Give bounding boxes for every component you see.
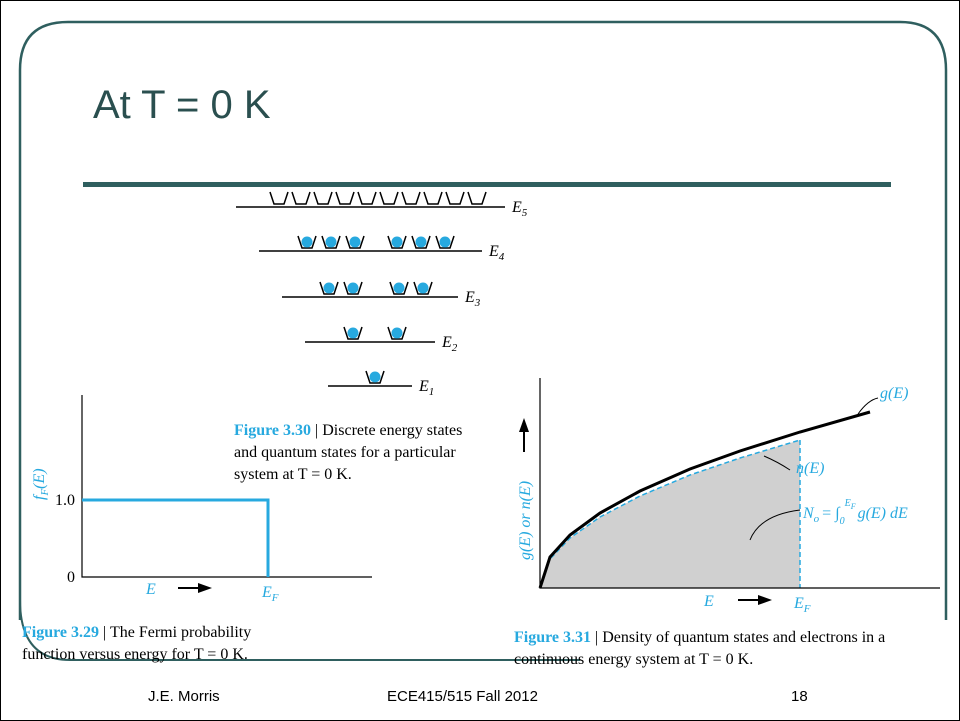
text-part: (E)	[31, 468, 48, 488]
footer-course: ECE415/515 Fall 2012	[387, 688, 538, 705]
text-part: o	[814, 513, 820, 525]
text-part: E	[261, 584, 272, 601]
text-part: g(E) dE	[858, 505, 908, 522]
text-part: Figure 3.29	[22, 624, 99, 641]
footer-page: 18	[791, 688, 808, 705]
text-part: E	[441, 334, 452, 351]
text-part: | Density of quantum states and electron…	[595, 629, 885, 646]
caption: Figure 3.31| Density of quantum states a…	[514, 629, 885, 646]
caption: system at T = 0 K.	[234, 466, 352, 483]
text-part: 3	[474, 297, 481, 309]
text-part: Figure 3.30	[234, 422, 311, 439]
caption: Figure 3.29| The Fermi probability	[22, 624, 251, 641]
caption: function versus energy for T = 0 K.	[22, 646, 248, 663]
text-part: E	[511, 199, 522, 216]
curve-label: g(E)	[880, 385, 908, 402]
text-part: E	[793, 595, 804, 612]
text-part: E	[464, 289, 475, 306]
text-part: F	[271, 592, 279, 604]
title-rule	[83, 182, 891, 187]
area-label: n(E)	[796, 460, 824, 477]
text-part: = ∫	[822, 505, 841, 523]
text-part: E	[418, 378, 429, 395]
slide: At T = 0 K E5 E4 E3 E2 E1 Figure 3.30| D…	[0, 0, 960, 721]
x-label: E	[145, 581, 156, 598]
text-part: | Discrete energy states	[315, 422, 462, 439]
text-part: | The Fermi probability	[103, 624, 251, 641]
text-part: Figure 3.31	[514, 629, 591, 646]
text-part: 5	[522, 207, 528, 219]
caption: continuous energy system at T = 0 K.	[514, 651, 753, 668]
text-part: 1	[429, 386, 435, 398]
text-part: F	[803, 603, 811, 615]
y-label: g(E) or n(E)	[517, 481, 534, 560]
x-label: E	[703, 593, 714, 610]
text-part: 0	[840, 516, 845, 527]
title: At T = 0 K	[93, 83, 271, 127]
text-part: 2	[452, 342, 458, 354]
footer-author: J.E. Morris	[148, 688, 220, 705]
tick-label: 0	[67, 569, 75, 586]
text-part: E	[844, 498, 851, 509]
text-part: F	[850, 502, 856, 511]
caption: and quantum states for a particular	[234, 444, 456, 461]
text-part: E	[488, 243, 499, 260]
caption: Figure 3.30| Discrete energy states	[234, 422, 462, 439]
tick-label: 1.0	[55, 492, 75, 509]
text-part: 4	[499, 251, 505, 263]
